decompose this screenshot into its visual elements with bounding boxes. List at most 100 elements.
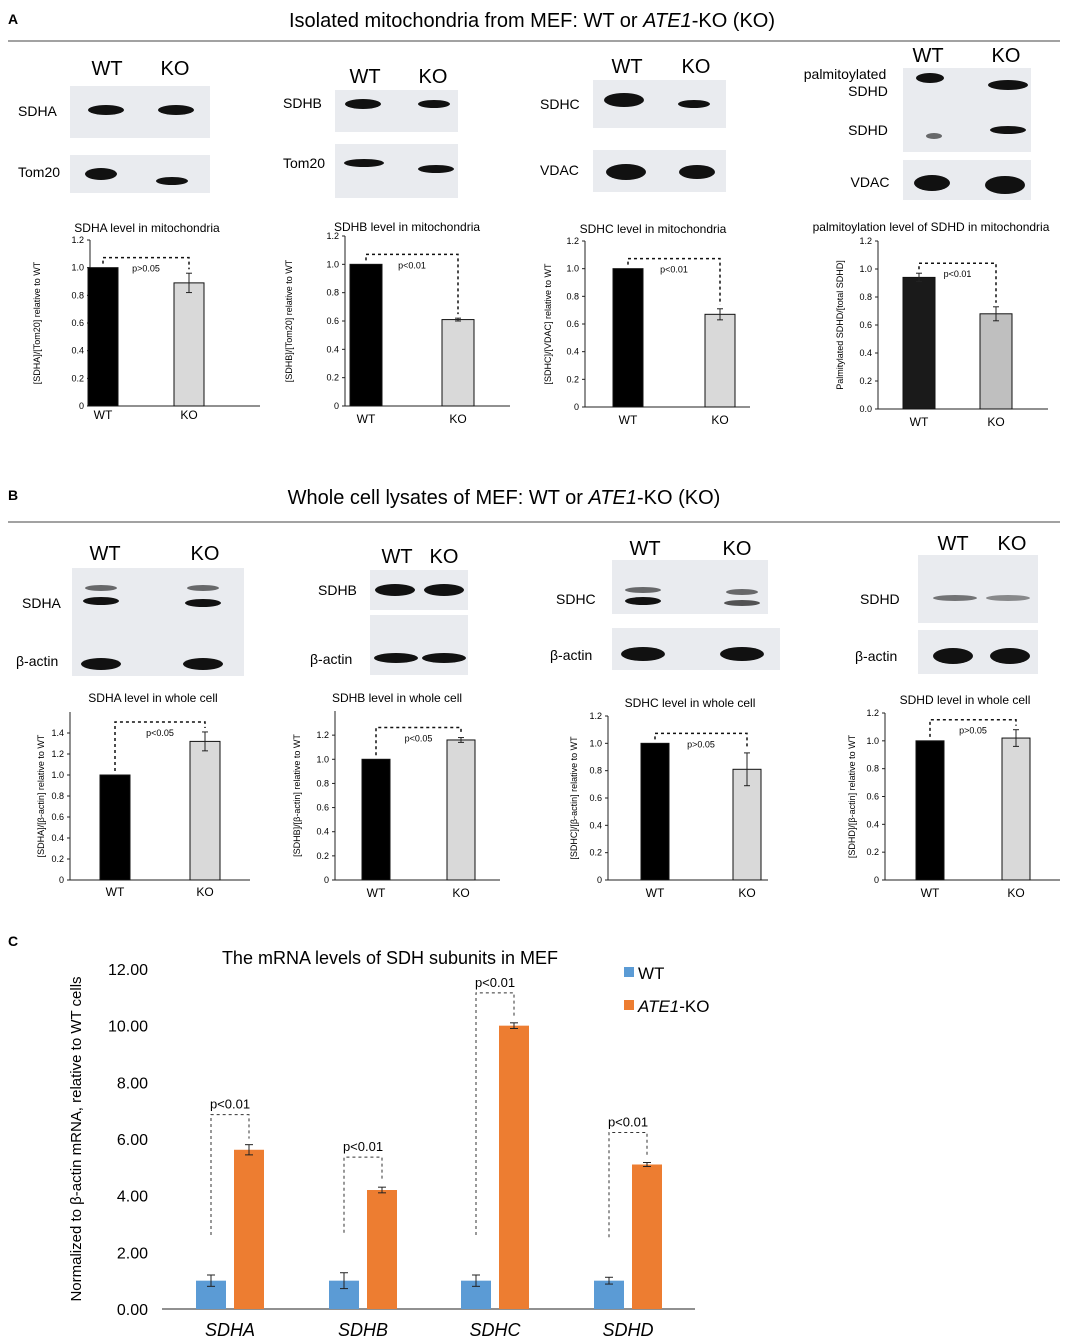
x-tick-label: KO — [738, 886, 755, 900]
blot-row-label: VDAC — [851, 174, 890, 190]
y-tick-label: 0.00 — [117, 1302, 148, 1319]
chart-title: SDHC level in whole cell — [625, 696, 756, 710]
legend-swatch-wt — [624, 967, 634, 977]
blot-row-label: SDHB — [283, 95, 322, 111]
p-value-label: p>0.05 — [687, 739, 715, 749]
blot-b3: WT KO SDHC β-actin — [550, 538, 780, 670]
bar — [640, 742, 670, 881]
x-tick-label: SDHA — [205, 1320, 255, 1339]
y-axis-label: Normalized to β-actin mRNA, relative to … — [68, 976, 85, 1301]
y-tick-label: 1.0 — [326, 259, 339, 269]
blot-b2: WT KO SDHB β-actin — [310, 546, 468, 675]
y-tick-label: 0 — [574, 402, 579, 412]
blot-row-label: β-actin — [855, 648, 897, 664]
blot-band — [418, 100, 450, 108]
blot-row-label: SDHA — [18, 103, 58, 119]
panel-a-letter: A — [8, 11, 18, 27]
legend-label-ko: ATE1-KO — [637, 997, 710, 1016]
blot-band — [990, 126, 1026, 134]
bar — [446, 739, 476, 881]
bar-ko — [632, 1164, 662, 1309]
blot-band — [926, 133, 942, 139]
significance-bracket — [102, 256, 190, 270]
y-tick-label: 1.2 — [589, 711, 602, 721]
x-tick-label: KO — [987, 415, 1004, 429]
blot-band — [604, 93, 644, 107]
x-tick-label: WT — [106, 885, 125, 899]
y-tick-label: 0 — [59, 875, 64, 885]
legend-swatch-ko — [624, 1000, 634, 1010]
y-tick-label: 4.00 — [117, 1189, 148, 1206]
x-tick-label: WT — [367, 886, 386, 900]
blot-col-label: WT — [89, 543, 120, 565]
chart-sdha-whole: SDHA level in whole cell [SDHA]/[β-actin]… — [36, 691, 250, 899]
y-tick-label: 0.6 — [71, 318, 84, 328]
blot-col-label: WT — [611, 56, 642, 78]
y-tick-label: 0 — [334, 401, 339, 411]
blot-a2: WT KO SDHB Tom20 — [283, 66, 458, 198]
blot-band — [187, 585, 219, 591]
legend-label-wt: WT — [638, 964, 664, 983]
blot-band — [625, 597, 661, 605]
y-axis-label: [SDHD]/[β-actin] relative to WT — [847, 734, 857, 858]
blot-band — [720, 647, 764, 661]
y-tick-label: 10.00 — [108, 1019, 148, 1036]
blot-row-label: SDHD — [848, 83, 888, 99]
y-tick-label: 0.8 — [51, 791, 64, 801]
y-tick-label: 0.8 — [71, 290, 84, 300]
y-tick-label: 0.6 — [859, 320, 872, 330]
p-value-label: p<0.01 — [475, 975, 515, 990]
blot-col-label: WT — [91, 58, 122, 80]
x-tick-label: KO — [711, 413, 728, 427]
chart-sdhb-mito: SDHB level in mitochondria [SDHB]/[Tom20]… — [284, 220, 510, 426]
y-tick-label: 1.0 — [859, 264, 872, 274]
y-tick-label: 0 — [324, 875, 329, 885]
x-tick-label: WT — [357, 412, 376, 426]
y-tick-label: 0.2 — [51, 854, 64, 864]
x-tick-label: WT — [94, 408, 113, 422]
chart-sdhc-mito: SDHC level in mitochondria [SDHC]/[VDAC] … — [543, 222, 750, 427]
blot-col-label: KO — [682, 56, 711, 78]
bar — [732, 768, 762, 881]
y-tick-label: 0.4 — [51, 833, 64, 843]
x-tick-label: WT — [910, 415, 929, 429]
blot-band — [988, 80, 1028, 90]
y-tick-label: 0.8 — [316, 778, 329, 788]
y-tick-label: 0 — [874, 875, 879, 885]
chart-sdhd-whole: SDHD level in whole cell [SDHD]/[β-actin]… — [847, 693, 1060, 900]
blot-a4: WT KO palmitoylated SDHD SDHD VDAC — [804, 45, 1031, 200]
chart-title: SDHA level in mitochondria — [74, 221, 220, 235]
y-tick-label: 0.4 — [71, 346, 84, 356]
blot-band — [422, 653, 466, 663]
bar — [87, 267, 119, 407]
bar — [361, 758, 391, 881]
y-tick-label: 1.2 — [51, 749, 64, 759]
x-tick-label: WT — [921, 886, 940, 900]
p-value-label: p<0.01 — [608, 1115, 648, 1130]
blot-band — [185, 599, 221, 607]
chart-title: SDHB level in mitochondria — [334, 220, 480, 234]
y-tick-label: 1.0 — [566, 264, 579, 274]
chart-title: SDHD level in whole cell — [900, 693, 1031, 707]
bar — [99, 774, 131, 881]
blot-col-label: KO — [430, 546, 459, 568]
panel-a-title: Isolated mitochondria from MEF: WT or AT… — [289, 10, 775, 32]
chart-sdhb-whole: SDHB level in whole cell [SDHB]/[β-actin]… — [292, 691, 500, 900]
blot-strip — [335, 90, 458, 132]
blot-row-label: SDHD — [848, 122, 888, 138]
blot-row-label: Tom20 — [283, 155, 325, 171]
panel-b-title: Whole cell lysates of MEF: WT or ATE1-KO… — [288, 487, 721, 509]
blot-band — [679, 165, 715, 179]
bar-ko — [234, 1149, 264, 1309]
y-tick-label: 0.8 — [326, 288, 339, 298]
blot-band — [418, 165, 454, 173]
y-axis-label: [SDHA]/[β-actin] relative to WT — [36, 734, 46, 857]
panel-c-letter: C — [8, 933, 18, 949]
y-tick-label: 12.00 — [108, 962, 148, 979]
blot-band — [625, 587, 661, 593]
chart-sdha-mito: SDHA level in mitochondria [SDHA]/[Tom20]… — [32, 221, 260, 422]
blot-band — [678, 100, 710, 108]
bar — [173, 282, 205, 407]
bar — [441, 319, 475, 407]
y-tick-label: 1.2 — [71, 235, 84, 245]
